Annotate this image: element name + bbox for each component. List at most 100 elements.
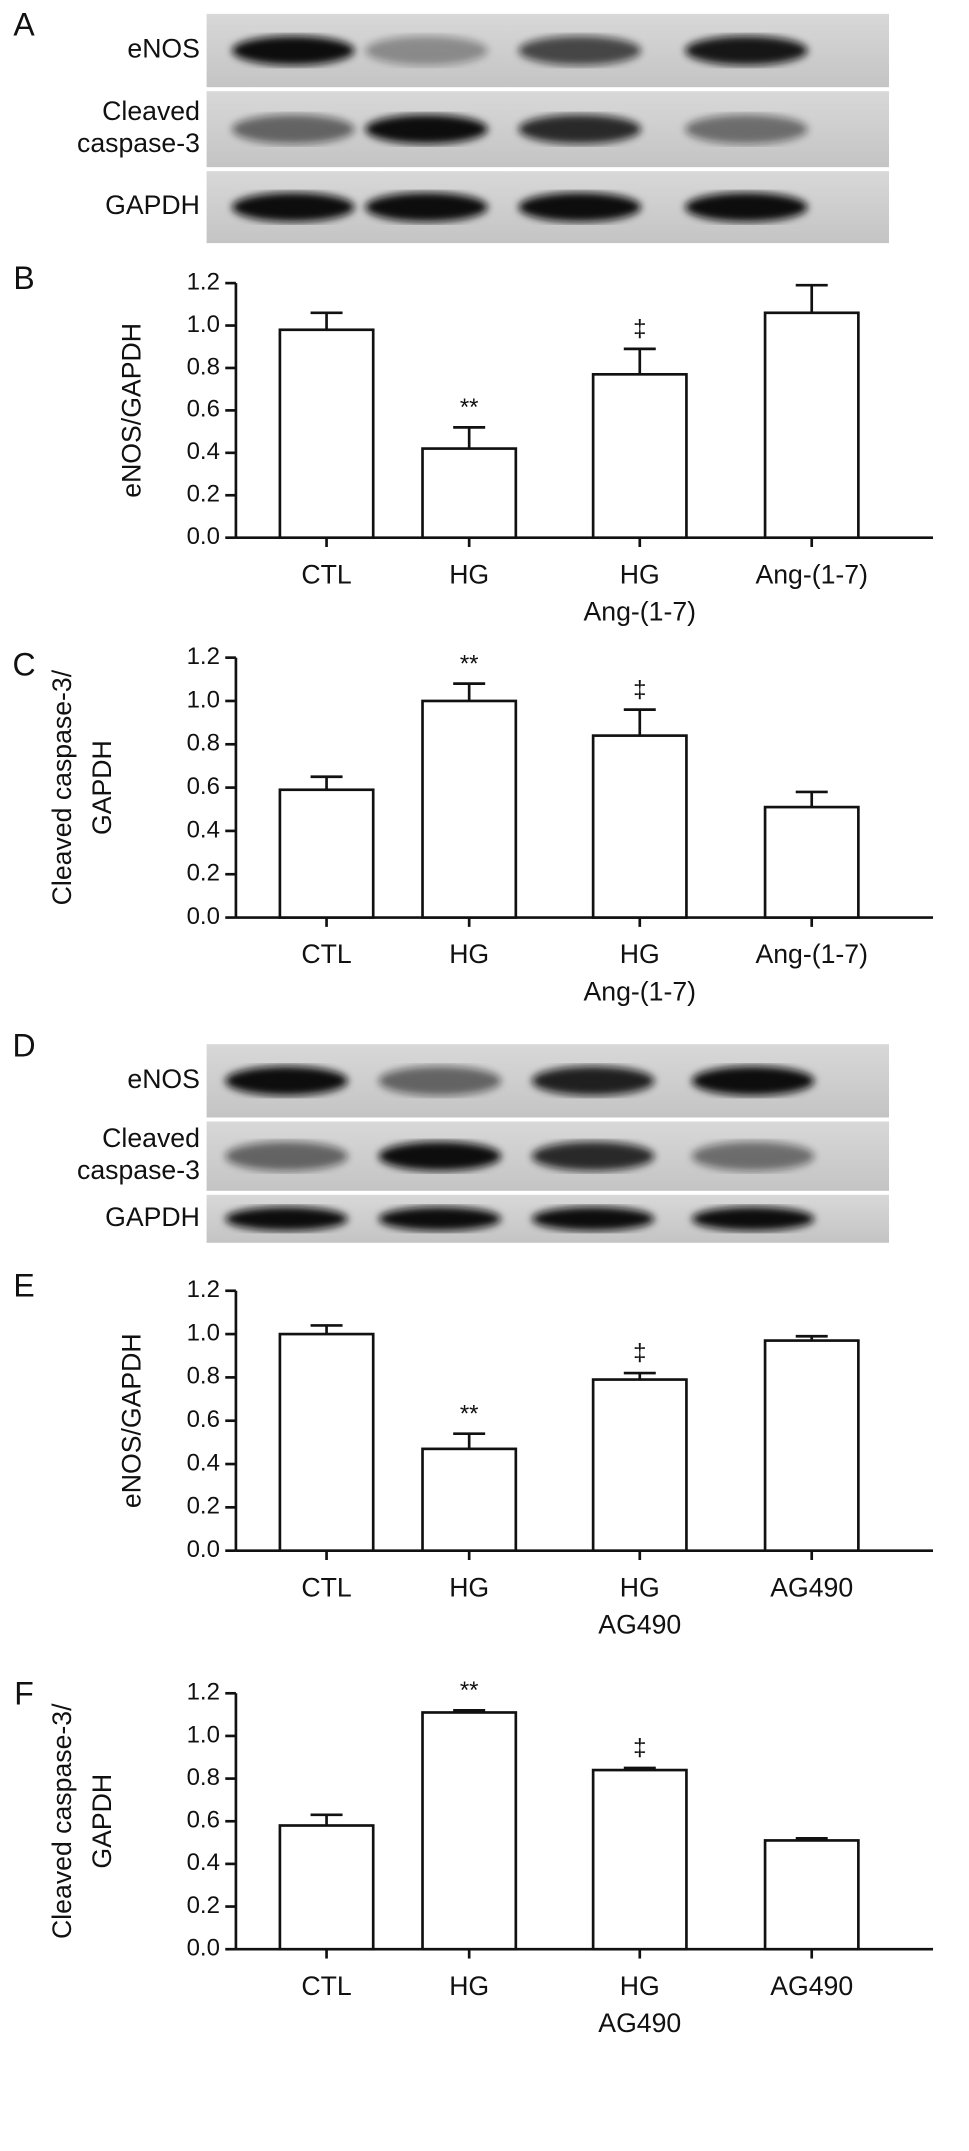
- blot-row-label: Cleaved: [102, 1123, 200, 1153]
- error-bar: [623, 708, 656, 736]
- x-tick-label: HG: [449, 1572, 489, 1602]
- significance-mark: **: [460, 394, 479, 421]
- blot-row-label: eNOS: [127, 34, 200, 64]
- bar: [591, 372, 688, 540]
- error-bar: [453, 1709, 486, 1713]
- y-tick-label: 0.8: [187, 1363, 220, 1390]
- bar: [278, 788, 375, 919]
- blot-band: [225, 1141, 348, 1171]
- blot-band: [231, 114, 355, 144]
- panel-letter: C: [12, 646, 35, 682]
- error-bar: [623, 347, 656, 375]
- blot-band: [518, 114, 642, 144]
- bar: [763, 1839, 860, 1951]
- error-bar: [310, 311, 343, 330]
- y-tick-label: 1.0: [187, 686, 220, 713]
- blot-band: [691, 1206, 815, 1231]
- bar: [763, 311, 860, 540]
- blot-band: [691, 1141, 815, 1171]
- x-tick-label: CTL: [301, 559, 351, 589]
- error-bar: [795, 790, 828, 808]
- y-tick-label: 0.0: [187, 523, 220, 550]
- y-tick-label: 0.2: [187, 1892, 220, 1919]
- y-tick-label: 0.2: [187, 481, 220, 508]
- significance-mark: **: [460, 650, 479, 677]
- x-tick-label: CTL: [301, 939, 351, 969]
- y-tick-label: 0.8: [187, 730, 220, 757]
- x-tick-label: Ang-(1-7): [584, 977, 697, 1007]
- significance-mark: ‡: [633, 1340, 646, 1367]
- y-tick-label: 1.0: [187, 311, 220, 338]
- error-bar: [310, 1813, 343, 1826]
- blot-band: [518, 192, 642, 222]
- blot-row-label: GAPDH: [105, 190, 200, 220]
- error-bar: [453, 1432, 486, 1449]
- x-tick-label: HG: [449, 559, 489, 589]
- blot-band: [685, 192, 808, 222]
- blot-band: [365, 35, 488, 66]
- error-bar: [310, 1324, 343, 1335]
- x-tick-label: Ang-(1-7): [755, 559, 868, 589]
- bar: [278, 1824, 375, 1951]
- y-axis-label: eNOS/GAPDH: [116, 323, 146, 498]
- blot-row-label: eNOS: [127, 1064, 200, 1094]
- y-tick-label: 0.0: [187, 1536, 220, 1563]
- blot-band: [378, 1206, 502, 1231]
- y-tick-label: 1.0: [187, 1721, 220, 1748]
- blot-row-label: Cleaved: [102, 96, 200, 126]
- blot-band: [685, 35, 808, 66]
- blot-band: [518, 35, 642, 66]
- y-axis-label: GAPDH: [87, 740, 117, 835]
- x-tick-label: Ang-(1-7): [584, 597, 697, 627]
- error-bar: [310, 775, 343, 790]
- y-tick-label: 1.2: [187, 1679, 220, 1706]
- blot-row-label: caspase-3: [77, 1155, 200, 1185]
- bar: [763, 1339, 860, 1553]
- y-tick-label: 0.6: [187, 1406, 220, 1433]
- x-tick-label: HG: [620, 1971, 660, 2001]
- y-axis-label: eNOS/GAPDH: [116, 1333, 146, 1508]
- x-tick-label: HG: [449, 939, 489, 969]
- blot-band: [231, 192, 355, 222]
- significance-mark: ‡: [633, 1735, 646, 1762]
- panel-letter: A: [13, 7, 35, 43]
- error-bar: [795, 1334, 828, 1341]
- blot-band: [365, 114, 488, 144]
- blot-row-label: GAPDH: [105, 1202, 200, 1232]
- significance-mark: **: [460, 1677, 479, 1704]
- y-tick-label: 0.4: [187, 1849, 220, 1876]
- error-bar: [623, 1766, 656, 1771]
- panel-letter: E: [13, 1268, 34, 1304]
- bar: [591, 734, 688, 919]
- error-bar: [795, 1836, 828, 1841]
- y-tick-label: 0.4: [187, 1449, 220, 1476]
- blot-band: [691, 1066, 815, 1096]
- blot-band: [231, 35, 355, 66]
- y-tick-label: 1.0: [187, 1319, 220, 1346]
- bar: [421, 699, 518, 919]
- blot-band: [365, 192, 488, 222]
- error-bar: [795, 283, 828, 313]
- bar: [763, 805, 860, 919]
- bar: [421, 1447, 518, 1553]
- x-tick-label: CTL: [301, 1572, 351, 1602]
- panel-letter: B: [13, 260, 34, 296]
- bar: [278, 328, 375, 540]
- y-tick-label: 1.2: [187, 1276, 220, 1303]
- bar: [421, 447, 518, 540]
- y-tick-label: 0.4: [187, 816, 220, 843]
- blot-band: [531, 1206, 655, 1231]
- y-tick-label: 0.2: [187, 860, 220, 887]
- bar: [591, 1378, 688, 1553]
- x-tick-label: HG: [620, 559, 660, 589]
- x-tick-label: HG: [620, 1572, 660, 1602]
- x-tick-label: AG490: [598, 2008, 681, 2038]
- panel-letter: F: [14, 1675, 34, 1711]
- error-bar: [623, 1371, 656, 1380]
- y-tick-label: 1.2: [187, 643, 220, 670]
- x-tick-label: AG490: [770, 1572, 853, 1602]
- y-tick-label: 0.8: [187, 1764, 220, 1791]
- blot-band: [685, 114, 808, 144]
- error-bar: [453, 426, 486, 449]
